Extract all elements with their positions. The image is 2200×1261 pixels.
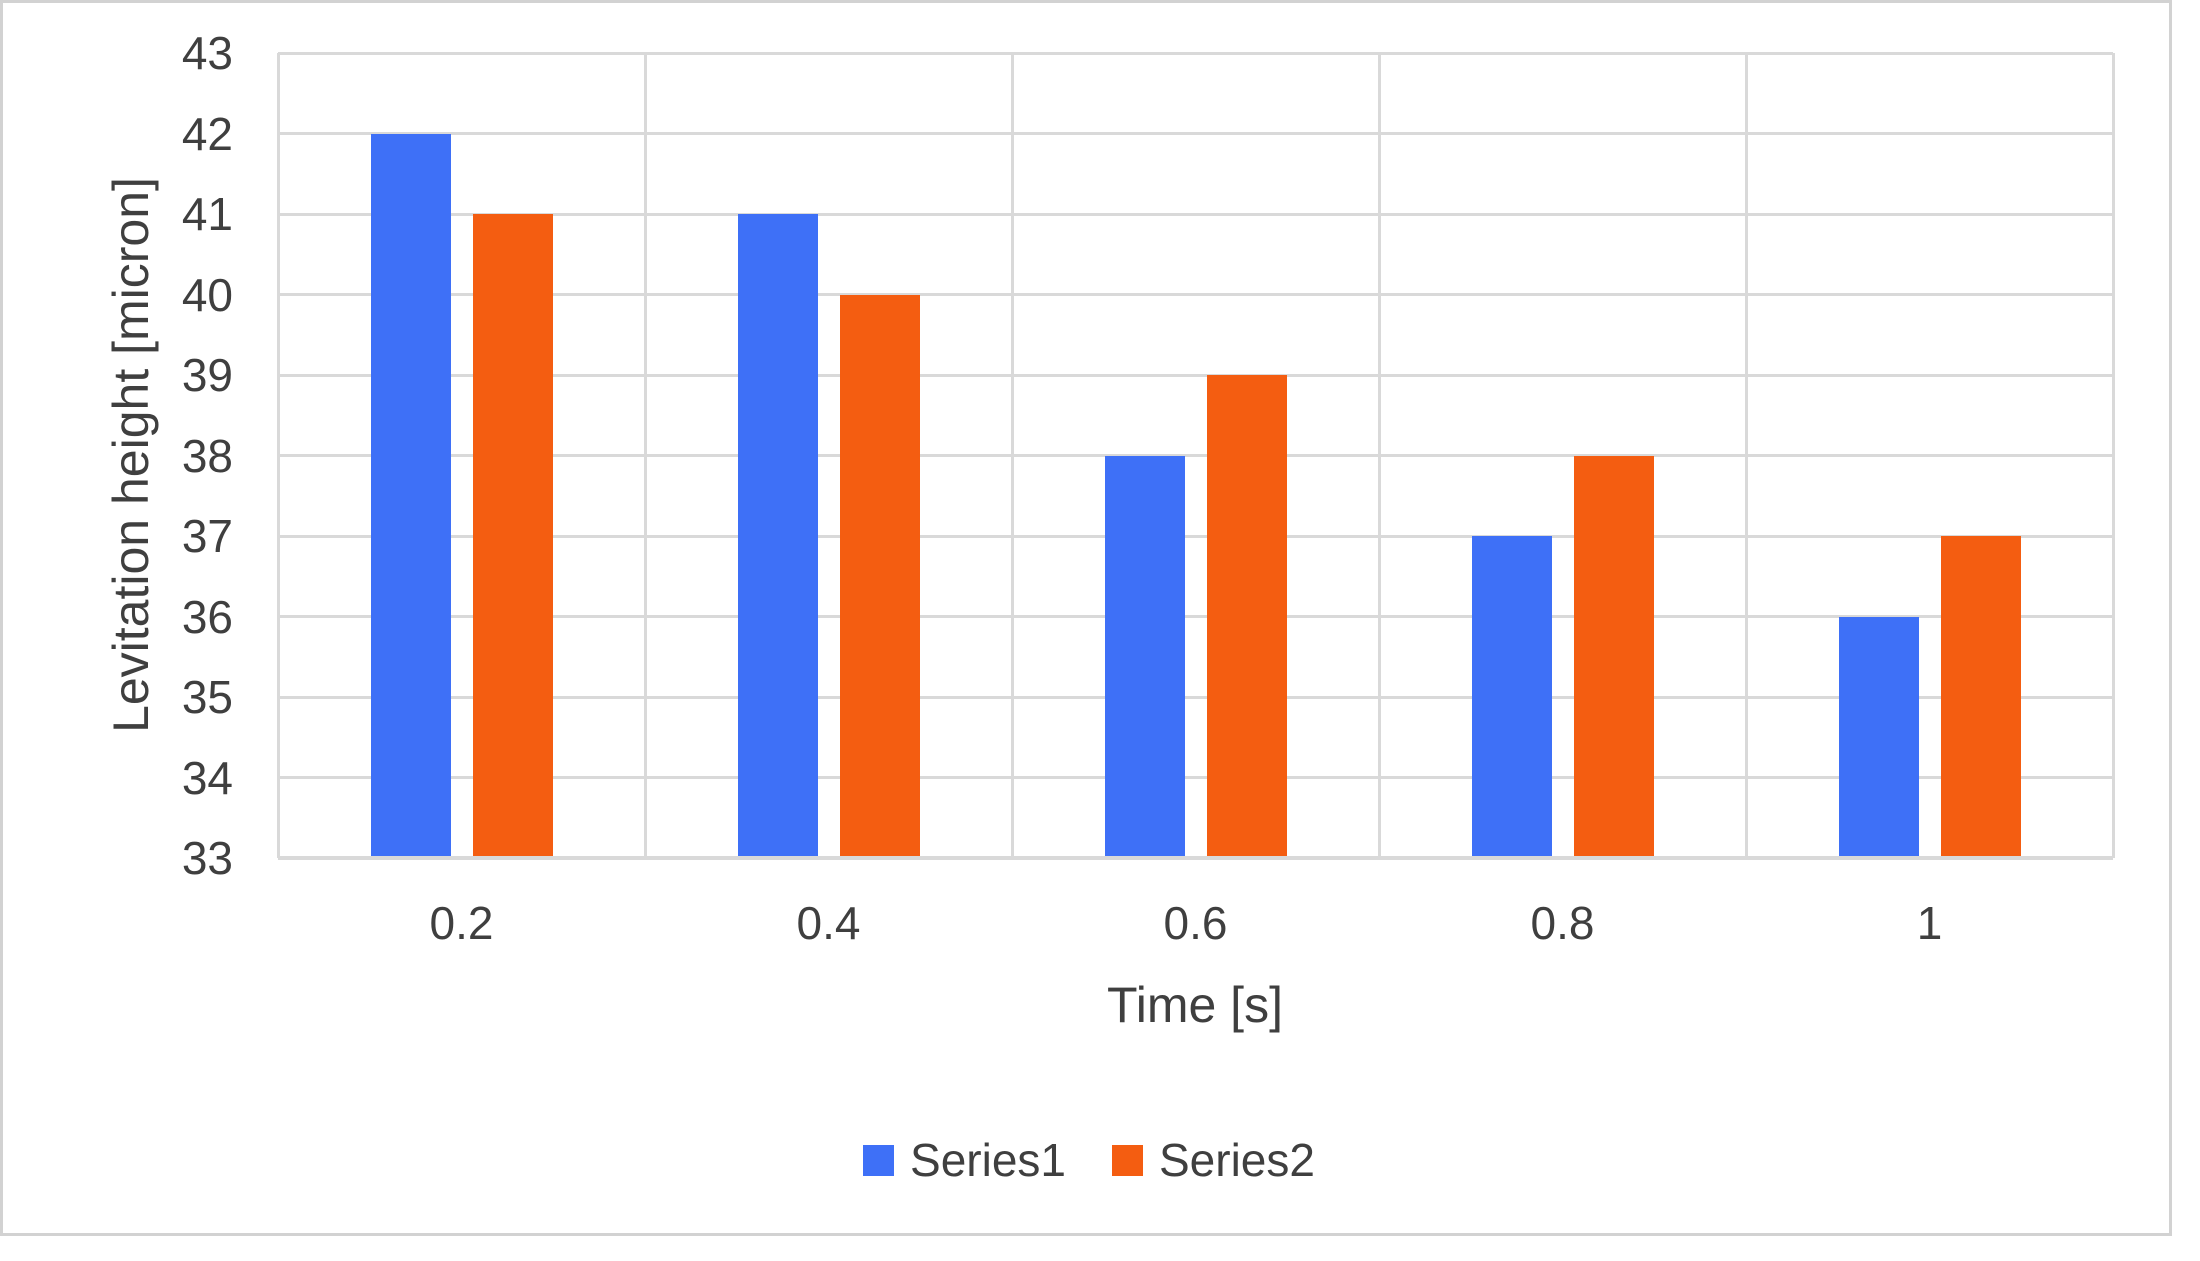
x-tick-label: 0.6 — [1163, 897, 1228, 949]
legend-item-series1: Series1 — [863, 1133, 1066, 1188]
gridline-vertical — [276, 53, 280, 858]
bar-series1-0.6 — [1104, 455, 1185, 858]
x-tick-label: 0.2 — [429, 897, 494, 949]
x-tick-label: 1 — [1916, 897, 1943, 949]
gridline-vertical — [1744, 53, 1748, 858]
gridline-vertical — [1010, 53, 1014, 858]
legend-label: Series1 — [910, 1134, 1066, 1186]
gridline-horizontal — [278, 212, 2113, 216]
y-tick-label: 43 — [181, 27, 233, 79]
y-tick-label: 35 — [181, 671, 233, 723]
x-axis-title: Time [s] — [1107, 977, 1283, 1033]
gridline-horizontal — [278, 132, 2113, 135]
y-tick-label: 41 — [181, 188, 233, 240]
bar-series1-0.8 — [1471, 536, 1552, 858]
gridline-vertical — [643, 53, 647, 858]
legend-item-series2: Series2 — [1112, 1133, 1315, 1188]
y-tick-label: 42 — [181, 107, 233, 160]
x-axis-line — [278, 856, 2113, 859]
gridline-horizontal — [278, 695, 2113, 699]
legend-swatch-icon — [1112, 1145, 1143, 1177]
gridline-horizontal — [278, 51, 2113, 55]
y-tick-label: 33 — [181, 832, 233, 884]
bar-series2-0.6 — [1206, 375, 1287, 858]
gridline-vertical — [2111, 53, 2115, 858]
legend: Series1 Series2 — [3, 1133, 2175, 1188]
legend-swatch-icon — [863, 1145, 895, 1177]
gridline-horizontal — [278, 534, 2113, 538]
y-tick-label: 40 — [181, 268, 233, 321]
gridline-horizontal — [278, 293, 2113, 296]
bar-series2-1 — [1940, 536, 2021, 858]
y-tick-label: 34 — [181, 751, 233, 804]
x-tick-label: 0.8 — [1530, 897, 1595, 949]
legend-label: Series2 — [1159, 1134, 1315, 1186]
bar-series2-0.8 — [1573, 455, 1654, 858]
gridline-horizontal — [278, 776, 2113, 779]
bar-series1-0.4 — [737, 214, 818, 858]
x-tick-label: 0.4 — [796, 897, 861, 949]
y-tick-label: 36 — [181, 590, 233, 643]
chart-frame: Levitation height [micron] Time [s] Seri… — [0, 0, 2172, 1236]
bar-series1-0.2 — [370, 133, 451, 858]
plot-area — [276, 51, 2115, 860]
gridline-horizontal — [278, 615, 2113, 618]
gridline-vertical — [1377, 53, 1381, 858]
y-tick-label: 37 — [181, 510, 233, 562]
bar-series1-1 — [1838, 616, 1919, 858]
gridline-horizontal — [278, 373, 2113, 377]
bar-series2-0.2 — [472, 214, 553, 858]
y-tick-label: 39 — [181, 349, 233, 401]
bar-series2-0.4 — [839, 294, 920, 858]
y-tick-label: 38 — [181, 429, 233, 482]
gridline-horizontal — [278, 454, 2113, 457]
